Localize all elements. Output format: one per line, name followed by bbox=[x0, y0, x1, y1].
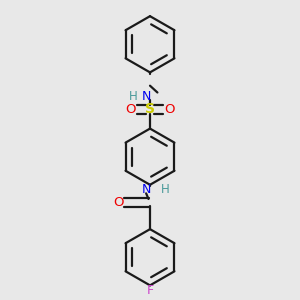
Text: H: H bbox=[129, 89, 138, 103]
Text: F: F bbox=[146, 284, 154, 297]
Text: O: O bbox=[113, 196, 124, 209]
Text: N: N bbox=[141, 183, 151, 196]
Text: N: N bbox=[142, 89, 151, 103]
Text: O: O bbox=[125, 103, 136, 116]
Text: S: S bbox=[145, 102, 155, 116]
Text: O: O bbox=[164, 103, 175, 116]
Text: H: H bbox=[160, 183, 169, 196]
